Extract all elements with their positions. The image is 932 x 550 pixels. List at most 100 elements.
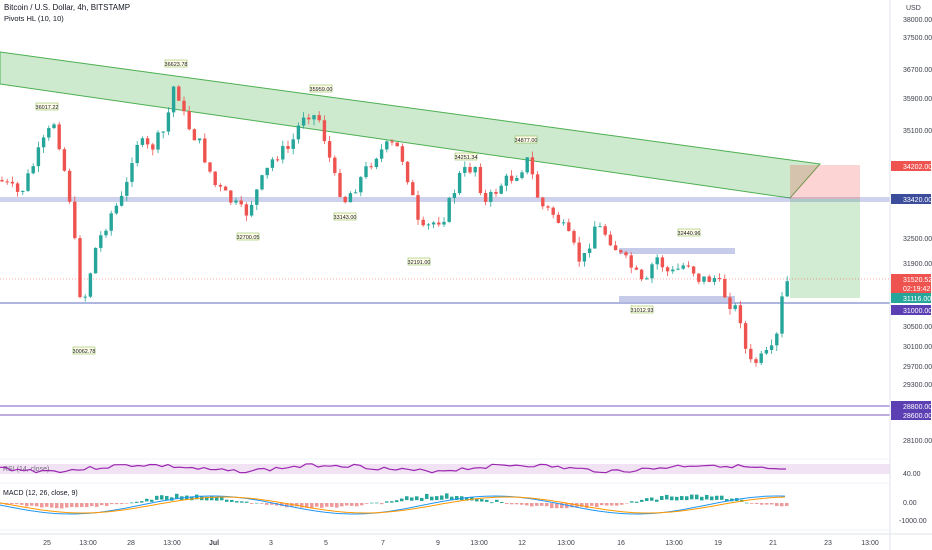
candle-body — [327, 141, 332, 158]
macd-label[interactable]: MACD (12, 26, close, 9) — [3, 490, 78, 497]
pivot-label: 33143.00 — [334, 215, 357, 221]
candle-body — [473, 166, 477, 173]
candle-body — [509, 175, 514, 181]
rsi-label[interactable]: RSI (14, close) — [3, 466, 49, 473]
macd-bar — [270, 503, 274, 505]
macd-bar — [75, 503, 79, 508]
candle-body — [312, 115, 316, 120]
macd-bar — [430, 496, 434, 501]
candle-body — [223, 186, 228, 191]
macd-bar — [90, 503, 94, 507]
indicator-title[interactable]: Pivots HL (10, 10) — [4, 14, 64, 23]
macd-bar — [255, 502, 259, 504]
macd-bar — [500, 501, 504, 503]
macd-bar — [650, 497, 654, 501]
candle-body — [676, 268, 680, 270]
candle-body — [88, 273, 93, 297]
price-axis[interactable]: USD 38000.00 37500.00 36700.00 35900.00 3510… — [889, 0, 932, 550]
candle-body — [593, 226, 597, 249]
candle-body — [535, 174, 540, 198]
candle-body — [702, 276, 706, 282]
macd-bar — [15, 503, 19, 505]
macd-bar — [640, 499, 644, 502]
macd-bar — [345, 503, 349, 506]
macd-bar — [320, 503, 324, 508]
macd-bar — [570, 503, 574, 508]
pivot-label: 32440.96 — [678, 231, 701, 237]
candle-body — [541, 197, 545, 207]
stop-loss-zone[interactable] — [790, 165, 860, 199]
macd-bar — [720, 495, 724, 500]
macd-bar — [715, 495, 719, 500]
macd-bar — [480, 499, 484, 502]
candle-body — [145, 138, 150, 145]
macd-bar — [585, 503, 589, 508]
candle-body — [109, 213, 113, 231]
macd-bar — [550, 503, 554, 509]
candle-body — [47, 128, 51, 138]
macd-bar — [470, 496, 474, 501]
pivot-box — [514, 135, 538, 144]
price-tag: 31000.00 — [903, 308, 932, 315]
macd-bar — [660, 495, 664, 500]
macd-bar — [10, 503, 14, 505]
candle-body — [333, 157, 337, 173]
macd-bar — [310, 503, 314, 509]
time-axis[interactable]: 25 13:00 28 13:00 Jul 3 5 7 9 13:00 12 13:00 16 13:00… — [0, 533, 932, 547]
macd-bar — [415, 496, 419, 501]
time-tick: 21 — [769, 540, 777, 547]
macd-bar — [85, 503, 89, 508]
range-bottom-box[interactable] — [619, 296, 735, 302]
candle-body — [83, 296, 87, 298]
macd-bar — [395, 500, 399, 503]
macd-bar — [380, 503, 384, 505]
candle-body — [114, 205, 119, 214]
macd-bar — [110, 503, 114, 505]
candle-body — [681, 265, 685, 269]
price-tick: 35900.00 — [903, 96, 932, 103]
range-top-box[interactable] — [619, 248, 735, 254]
candle-body — [691, 266, 696, 274]
candle-body — [171, 86, 176, 113]
pivot-label: 32191.00 — [408, 260, 431, 266]
macd-bar — [105, 503, 109, 507]
candles[interactable] — [0, 84, 789, 367]
macd-bar — [365, 503, 369, 504]
price-tag: 02:19:42 — [903, 286, 930, 293]
candle-body — [738, 305, 743, 324]
pivot-box — [454, 152, 478, 161]
candle-body — [613, 245, 618, 251]
macd-bar — [465, 497, 469, 501]
time-tick: 13:00 — [861, 540, 879, 547]
candle-body — [400, 146, 405, 162]
macd-bar — [440, 495, 444, 500]
take-profit-zone[interactable] — [790, 199, 860, 298]
candle-body — [73, 201, 77, 239]
macd-bar — [215, 497, 219, 501]
macd-bar — [560, 503, 564, 509]
candle-body — [192, 129, 197, 141]
candle-body — [208, 162, 212, 172]
candle-body — [0, 180, 4, 182]
time-tick: 13:00 — [665, 540, 683, 547]
macd-bar — [605, 503, 609, 506]
descending-channel[interactable] — [0, 51, 821, 199]
price-tick: 29300.00 — [903, 382, 932, 389]
pivot-label: 31012.93 — [631, 308, 654, 314]
macd-bar — [60, 503, 64, 509]
symbol-title[interactable]: Bitcoin / U.S. Dollar, 4h, BITSTAMP — [4, 3, 131, 12]
macd-bar — [490, 502, 494, 504]
candle-body — [780, 296, 784, 334]
candle-body — [624, 252, 628, 256]
macd-bar — [745, 502, 749, 504]
candle-body — [431, 222, 436, 225]
pivot-label: 32700.05 — [237, 235, 260, 241]
candle-body — [41, 137, 46, 148]
macd-bar — [45, 503, 49, 507]
resistance-zone[interactable] — [0, 197, 890, 202]
candle-body — [296, 125, 301, 140]
candle-body — [385, 141, 389, 150]
macd-bar — [590, 503, 594, 506]
macd-bar — [100, 503, 104, 506]
